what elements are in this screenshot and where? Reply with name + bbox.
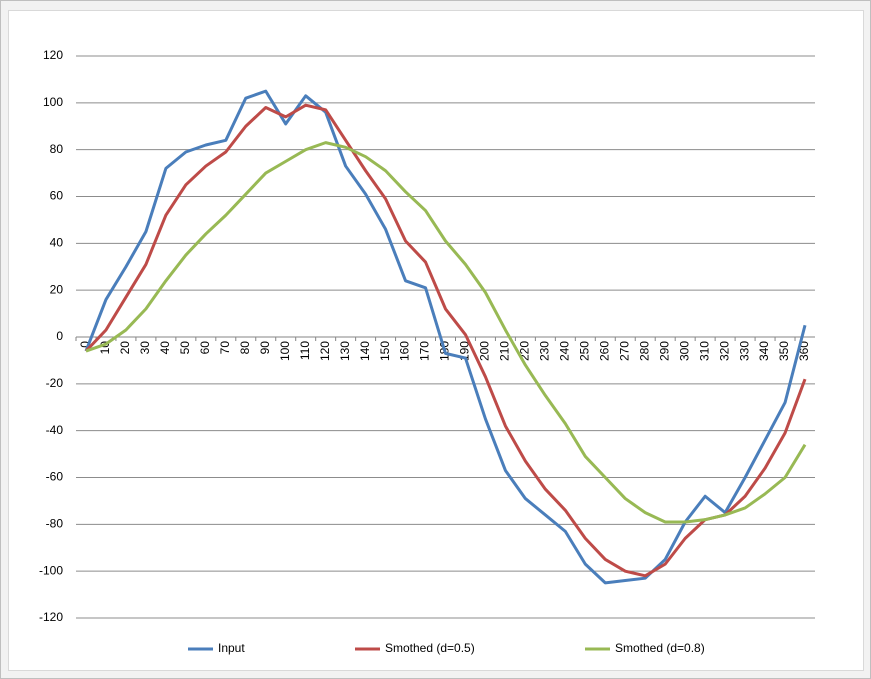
y-tick-label: 80	[50, 142, 64, 156]
x-tick-label: 140	[358, 341, 372, 361]
legend-label: Smothed (d=0.8)	[615, 641, 705, 655]
x-tick-label: 60	[198, 341, 212, 355]
x-tick-label: 80	[238, 341, 252, 355]
x-tick-label: 230	[538, 341, 552, 361]
y-tick-label: 60	[50, 189, 64, 203]
y-tick-label: 20	[50, 282, 64, 296]
x-tick-label: 150	[378, 341, 392, 361]
y-tick-label: -40	[46, 423, 64, 437]
x-tick-label: 260	[597, 341, 611, 361]
x-tick-label: 160	[398, 341, 412, 361]
x-tick-label: 240	[558, 341, 572, 361]
legend-label: Input	[218, 641, 245, 655]
series-line	[85, 141, 807, 524]
x-tick-label: 30	[138, 341, 152, 355]
x-tick-label: 20	[118, 341, 132, 355]
x-tick-label: 250	[577, 341, 591, 361]
legend-label: Smothed (d=0.5)	[385, 641, 475, 655]
y-tick-label: -120	[39, 610, 63, 624]
x-tick-label: 290	[657, 341, 671, 361]
x-tick-label: 350	[777, 341, 791, 361]
y-tick-label: 120	[43, 48, 63, 62]
x-tick-label: 310	[697, 341, 711, 361]
x-tick-label: 280	[637, 341, 651, 361]
y-tick-label: -60	[46, 470, 64, 484]
y-tick-label: -20	[46, 376, 64, 390]
y-tick-label: -100	[39, 563, 63, 577]
x-tick-label: 70	[218, 341, 232, 355]
y-tick-label: -80	[46, 517, 64, 531]
x-tick-label: 50	[178, 341, 192, 355]
x-tick-label: 200	[478, 341, 492, 361]
x-tick-label: 40	[158, 341, 172, 355]
x-tick-label: 270	[617, 341, 631, 361]
x-tick-label: 210	[498, 341, 512, 361]
x-tick-label: 320	[717, 341, 731, 361]
x-tick-label: 0	[78, 341, 92, 348]
x-tick-label: 100	[278, 341, 292, 361]
y-tick-label: 40	[50, 236, 64, 250]
x-tick-label: 110	[298, 341, 312, 360]
x-tick-label: 170	[418, 341, 432, 361]
series-line	[84, 103, 807, 578]
x-tick-label: 300	[677, 341, 691, 361]
y-tick-label: 0	[56, 329, 63, 343]
x-tick-label: 120	[318, 341, 332, 361]
x-tick-label: 330	[737, 341, 751, 361]
x-tick-label: 340	[757, 341, 771, 361]
x-tick-label: 130	[338, 341, 352, 361]
x-tick-label: 90	[258, 341, 272, 355]
y-tick-label: 100	[43, 95, 63, 109]
